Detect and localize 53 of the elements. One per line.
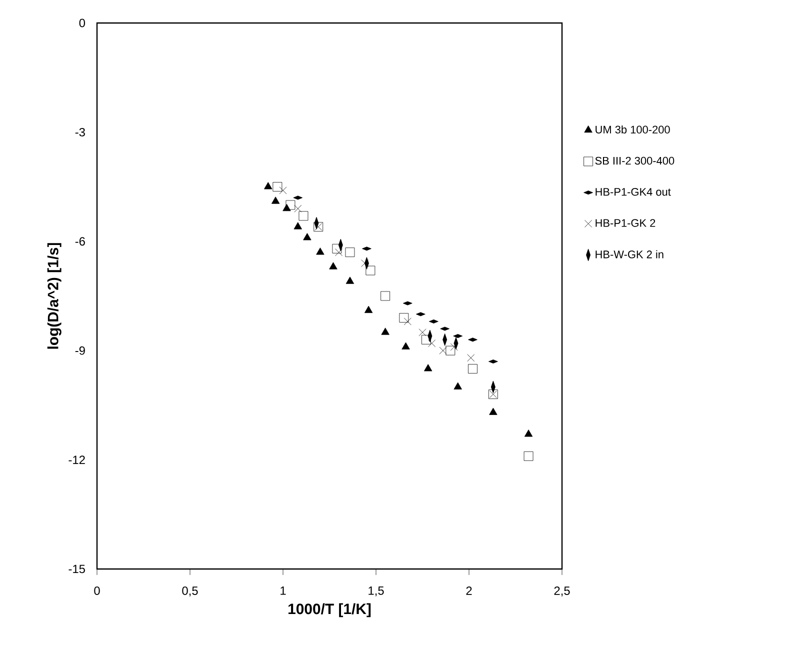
point — [286, 200, 296, 210]
y-tick-label: -3 — [75, 128, 85, 136]
legend-label: HB-W-GK 2 in — [596, 250, 664, 258]
point — [361, 259, 369, 267]
point — [335, 248, 343, 256]
point — [346, 276, 354, 284]
point — [294, 204, 302, 212]
point — [345, 248, 355, 257]
point — [303, 233, 312, 240]
point — [381, 328, 390, 335]
point — [366, 266, 376, 276]
y-tick-label: -9 — [75, 346, 85, 355]
point — [264, 182, 272, 190]
point — [399, 313, 409, 323]
point — [380, 291, 390, 301]
legend-label: HB-P1-GK4 out — [596, 188, 671, 196]
legend-label: SB III-2 300-400 — [595, 156, 674, 165]
point — [424, 364, 432, 372]
x-axis-title: 1000/T [1/K] — [288, 603, 371, 618]
point — [316, 248, 324, 255]
y-tick-label: 0 — [79, 18, 86, 28]
point — [524, 451, 534, 461]
point — [271, 196, 280, 204]
point — [298, 211, 308, 221]
point — [332, 244, 342, 254]
point — [418, 328, 426, 336]
point — [428, 340, 436, 348]
y-tick-label: -15 — [68, 564, 85, 574]
y-tick-label: -6 — [75, 237, 85, 246]
point — [450, 343, 458, 351]
point — [364, 306, 373, 313]
legend-label: UM 3b 100-200 — [596, 125, 670, 134]
legend-label: HB-P1-GK 2 — [596, 219, 656, 227]
point — [468, 364, 478, 374]
y-axis-title: log(D/a^2) [1/s] — [47, 243, 62, 349]
point — [524, 430, 533, 437]
point — [402, 342, 410, 350]
point — [329, 262, 338, 270]
x-tick-label: 1,5 — [368, 586, 384, 596]
point — [272, 182, 282, 192]
x-tick-label: 2,5 — [554, 586, 570, 596]
y-tick-label: -12 — [68, 456, 85, 464]
x-tick-label: 0,5 — [182, 586, 198, 596]
point — [404, 318, 412, 326]
point — [294, 222, 302, 230]
point — [279, 186, 287, 194]
point — [467, 354, 475, 362]
x-tick-label: 0 — [94, 586, 100, 595]
point — [422, 334, 431, 344]
point — [489, 408, 498, 415]
point — [454, 382, 462, 390]
x-tick-label: 1 — [280, 586, 286, 595]
x-tick-label: 2 — [466, 586, 472, 595]
